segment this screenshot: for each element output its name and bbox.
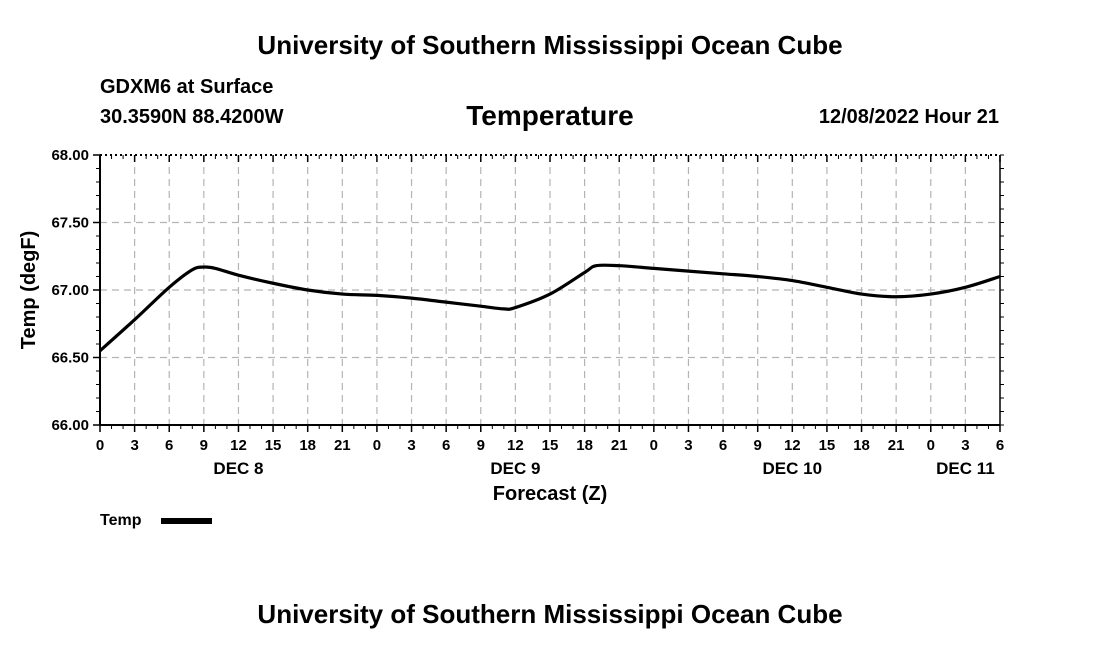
axes bbox=[93, 154, 1004, 432]
x-tick-label: 9 bbox=[477, 437, 485, 454]
chart-title: Temperature bbox=[466, 100, 634, 131]
x-tick-label: 12 bbox=[784, 437, 801, 454]
y-tick-label: 67.50 bbox=[51, 215, 89, 232]
x-tick-label: 6 bbox=[719, 437, 727, 454]
x-tick-label: 21 bbox=[611, 437, 628, 454]
axis-labels: 0 3 6 9 12 15 18 21 0 3 6 9 12 15 18 21 0 3 6 9 12 15 18 21 0 3 66… bbox=[51, 147, 1004, 478]
legend: Temp bbox=[100, 512, 212, 529]
x-tick-label: 15 bbox=[542, 437, 559, 454]
x-tick-label: 3 bbox=[961, 437, 969, 454]
day-label: DEC 10 bbox=[763, 459, 823, 478]
x-tick-label: 3 bbox=[407, 437, 415, 454]
x-tick-label: 18 bbox=[576, 437, 593, 454]
datetime-label: 12/08/2022 Hour 21 bbox=[818, 106, 999, 128]
day-label: DEC 8 bbox=[213, 459, 263, 478]
x-tick-label: 6 bbox=[442, 437, 450, 454]
x-tick-label: 3 bbox=[130, 437, 138, 454]
x-tick-label: 15 bbox=[819, 437, 836, 454]
x-tick-label: 18 bbox=[853, 437, 870, 454]
y-tick-label: 66.00 bbox=[51, 417, 89, 434]
y-axis-label: Temp (degF) bbox=[18, 231, 40, 350]
coordinates-label: 30.3590N 88.4200W bbox=[100, 106, 284, 128]
x-tick-label: 0 bbox=[650, 437, 658, 454]
x-tick-label: 21 bbox=[888, 437, 905, 454]
x-axis-label: Forecast (Z) bbox=[493, 483, 607, 505]
x-tick-label: 12 bbox=[230, 437, 247, 454]
x-tick-label: 15 bbox=[265, 437, 282, 454]
x-tick-label: 6 bbox=[996, 437, 1004, 454]
x-tick-label: 0 bbox=[373, 437, 381, 454]
x-tick-label: 3 bbox=[684, 437, 692, 454]
x-tick-label: 18 bbox=[299, 437, 316, 454]
y-tick-label: 67.00 bbox=[51, 282, 89, 299]
x-tick-label: 0 bbox=[927, 437, 935, 454]
series-line-temp bbox=[98, 263, 1001, 352]
legend-label: Temp bbox=[100, 512, 142, 529]
x-tick-label: 9 bbox=[754, 437, 762, 454]
y-tick-label: 68.00 bbox=[51, 147, 89, 164]
station-label: GDXM6 at Surface bbox=[100, 76, 274, 98]
series-layer bbox=[98, 263, 1001, 352]
grid bbox=[100, 155, 1000, 425]
y-tick-label: 66.50 bbox=[51, 350, 89, 367]
day-label: DEC 9 bbox=[490, 459, 540, 478]
x-tick-label: 12 bbox=[507, 437, 524, 454]
page-title-top: University of Southern Mississippi Ocean… bbox=[257, 30, 843, 60]
page-title-bottom: University of Southern Mississippi Ocean… bbox=[257, 599, 843, 629]
day-label: DEC 11 bbox=[936, 459, 995, 478]
x-tick-label: 21 bbox=[334, 437, 351, 454]
x-tick-label: 9 bbox=[200, 437, 208, 454]
x-tick-label: 0 bbox=[96, 437, 104, 454]
x-tick-label: 6 bbox=[165, 437, 173, 454]
